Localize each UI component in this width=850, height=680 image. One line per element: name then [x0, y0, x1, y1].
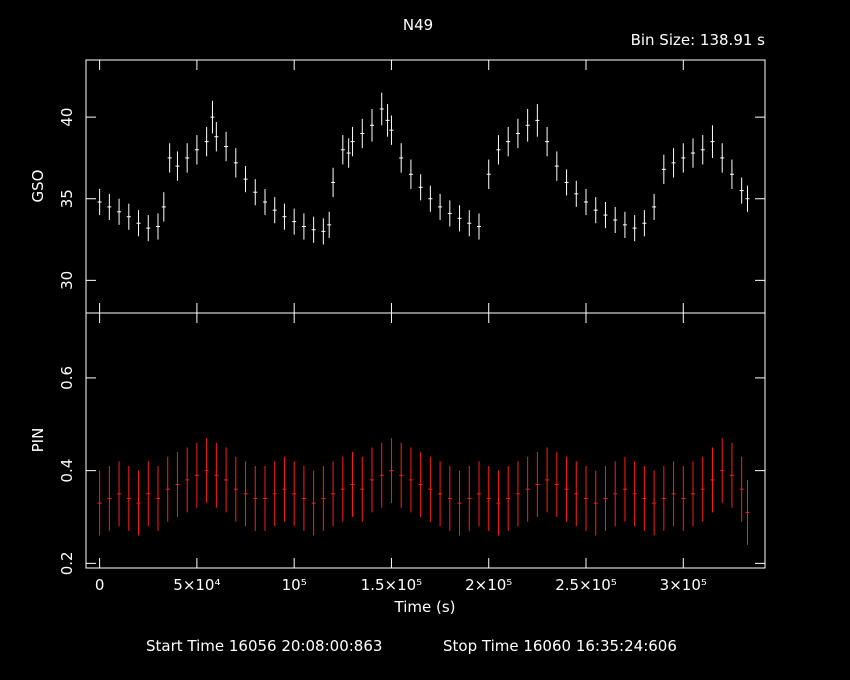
x-tick-label: 0 — [95, 576, 105, 594]
start-time-label: Start Time 16056 20:08:00:863 — [146, 637, 382, 655]
y-tick-label: 30 — [58, 271, 76, 290]
x-tick-label: 5×10⁴ — [173, 576, 220, 594]
x-tick-label: 2×10⁵ — [465, 576, 512, 594]
gso-y-axis: 30 35 40 — [58, 108, 765, 290]
y-tick-label: 40 — [58, 108, 76, 127]
y-tick-label: 0.2 — [58, 551, 76, 575]
x-tick-label: 2.5×10⁵ — [555, 576, 617, 594]
chart-title: N49 — [403, 16, 433, 34]
stop-time-label: Stop Time 16060 16:35:24:606 — [443, 637, 677, 655]
y-tick-label: 35 — [58, 189, 76, 208]
gso-y-label: GSO — [29, 170, 47, 203]
pin-y-axis: 0.2 0.4 0.6 — [58, 366, 765, 575]
pin-series — [97, 438, 750, 545]
x-tick-label: 1.5×10⁵ — [361, 576, 423, 594]
pin-y-label: PIN — [29, 428, 47, 453]
x-tick-label: 10⁵ — [282, 576, 307, 594]
pin-panel-frame — [85, 312, 766, 569]
x-axis: 0 5×10⁴ 10⁵ 1.5×10⁵ 2×10⁵ 2.5×10⁵ 3×10⁵ — [95, 60, 707, 594]
x-axis-label: Time (s) — [394, 598, 456, 616]
gso-series — [97, 92, 750, 245]
y-tick-label: 0.6 — [58, 366, 76, 390]
y-tick-label: 0.4 — [58, 459, 76, 483]
x-tick-label: 3×10⁵ — [660, 576, 707, 594]
bin-size-label: Bin Size: 138.91 s — [631, 31, 766, 49]
